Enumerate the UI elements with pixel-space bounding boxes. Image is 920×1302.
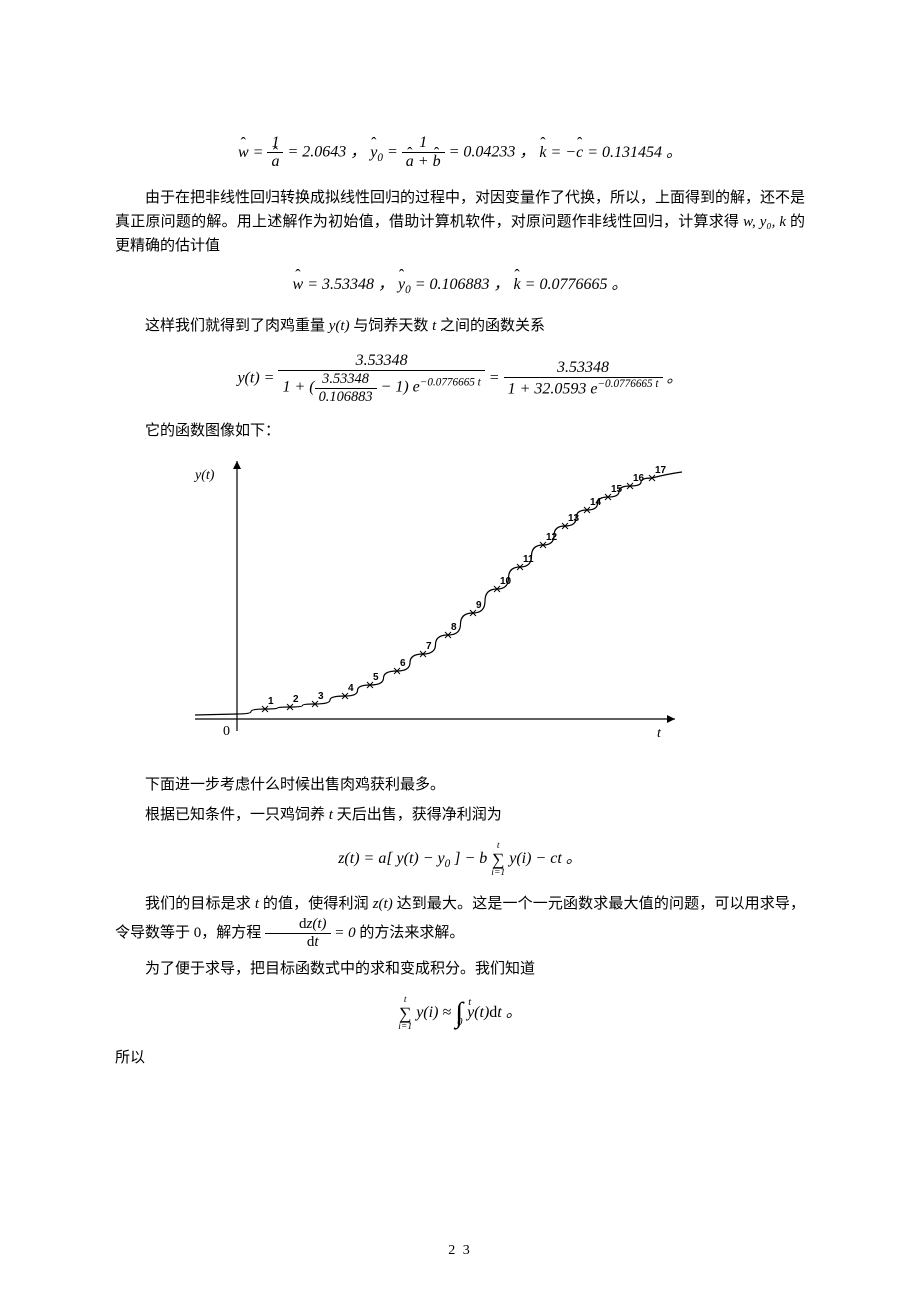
- svg-text:6: 6: [400, 658, 406, 669]
- svg-text:2: 2: [293, 694, 299, 705]
- eq1-val2: = 0.04233 ，: [449, 144, 540, 161]
- svg-text:8: 8: [451, 622, 457, 633]
- paragraph-7: 为了便于求导，把目标函数式中的求和变成积分。我们知道: [115, 957, 805, 981]
- equation-4: z(t) = a[ y(t) − y0 ] − b t∑i=1 y(i) − c…: [115, 841, 805, 877]
- paragraph-6: 我们的目标是求 t 的值，使得利润 z(t) 达到最大。这是一个一元函数求最大值…: [115, 892, 805, 952]
- p1-text: 由于在把非线性回归转换成拟线性回归的过程中，对因变量作了代换，所以，上面得到的解…: [115, 190, 805, 230]
- equation-3: y(t) = 3.53348 1 + ( 3.53348 0.106883 − …: [115, 352, 805, 406]
- paragraph-3: 它的函数图像如下：: [145, 419, 805, 443]
- p2-t: t: [432, 318, 436, 334]
- svg-text:12: 12: [546, 532, 558, 543]
- svg-text:14: 14: [590, 497, 602, 508]
- logistic-chart: 0y(t)t1234567891011121314151617: [175, 449, 805, 767]
- svg-text:11: 11: [523, 554, 534, 565]
- paragraph-2: 这样我们就得到了肉鸡重量 y(t) 与饲养天数 t 之间的函数关系: [115, 314, 805, 338]
- svg-text:7: 7: [426, 641, 432, 652]
- p2-pre: 这样我们就得到了肉鸡重量: [145, 318, 329, 334]
- paragraph-4: 下面进一步考虑什么时候出售肉鸡获利最多。: [145, 773, 805, 797]
- eq1-val1: = 2.0643 ，: [287, 144, 370, 161]
- svg-text:16: 16: [633, 473, 645, 484]
- svg-text:3: 3: [318, 691, 324, 702]
- paragraph-5: 根据已知条件，一只鸡饲养 t 天后出售，获得净利润为: [145, 803, 805, 827]
- p1-vars: w, y₀, k: [743, 214, 786, 230]
- svg-text:15: 15: [611, 484, 623, 495]
- svg-text:1: 1: [268, 696, 274, 707]
- svg-text:t: t: [657, 726, 662, 741]
- paragraph-8: 所以: [115, 1046, 805, 1070]
- svg-text:y(t): y(t): [193, 468, 215, 483]
- p2-tail: 之间的函数关系: [440, 318, 545, 334]
- svg-text:17: 17: [655, 465, 667, 476]
- svg-text:0: 0: [223, 724, 230, 739]
- page-number: 2 3: [0, 1240, 920, 1262]
- svg-text:10: 10: [500, 576, 512, 587]
- equation-1: w = 1 a = 2.0643 ， y0 = 1 a + b = 0.0423…: [115, 134, 805, 172]
- equation-2: w = 3.53348 ， y0 = 0.106883 ， k = 0.0776…: [115, 272, 805, 300]
- svg-text:9: 9: [476, 600, 482, 611]
- svg-text:13: 13: [568, 513, 580, 524]
- p2-yt: y(t): [329, 318, 350, 334]
- equation-6: t∑i=1 y(i) ≈ ∫ t 0 y(t)dt 。: [115, 995, 805, 1031]
- paragraph-1: 由于在把非线性回归转换成拟线性回归的过程中，对因变量作了代换，所以，上面得到的解…: [115, 186, 805, 258]
- chart-svg: 0y(t)t1234567891011121314151617: [175, 449, 695, 759]
- page: w = 1 a = 2.0643 ， y0 = 1 a + b = 0.0423…: [0, 0, 920, 1302]
- p2-mid: 与饲养天数: [353, 318, 432, 334]
- svg-text:5: 5: [373, 672, 379, 683]
- svg-text:4: 4: [348, 683, 354, 694]
